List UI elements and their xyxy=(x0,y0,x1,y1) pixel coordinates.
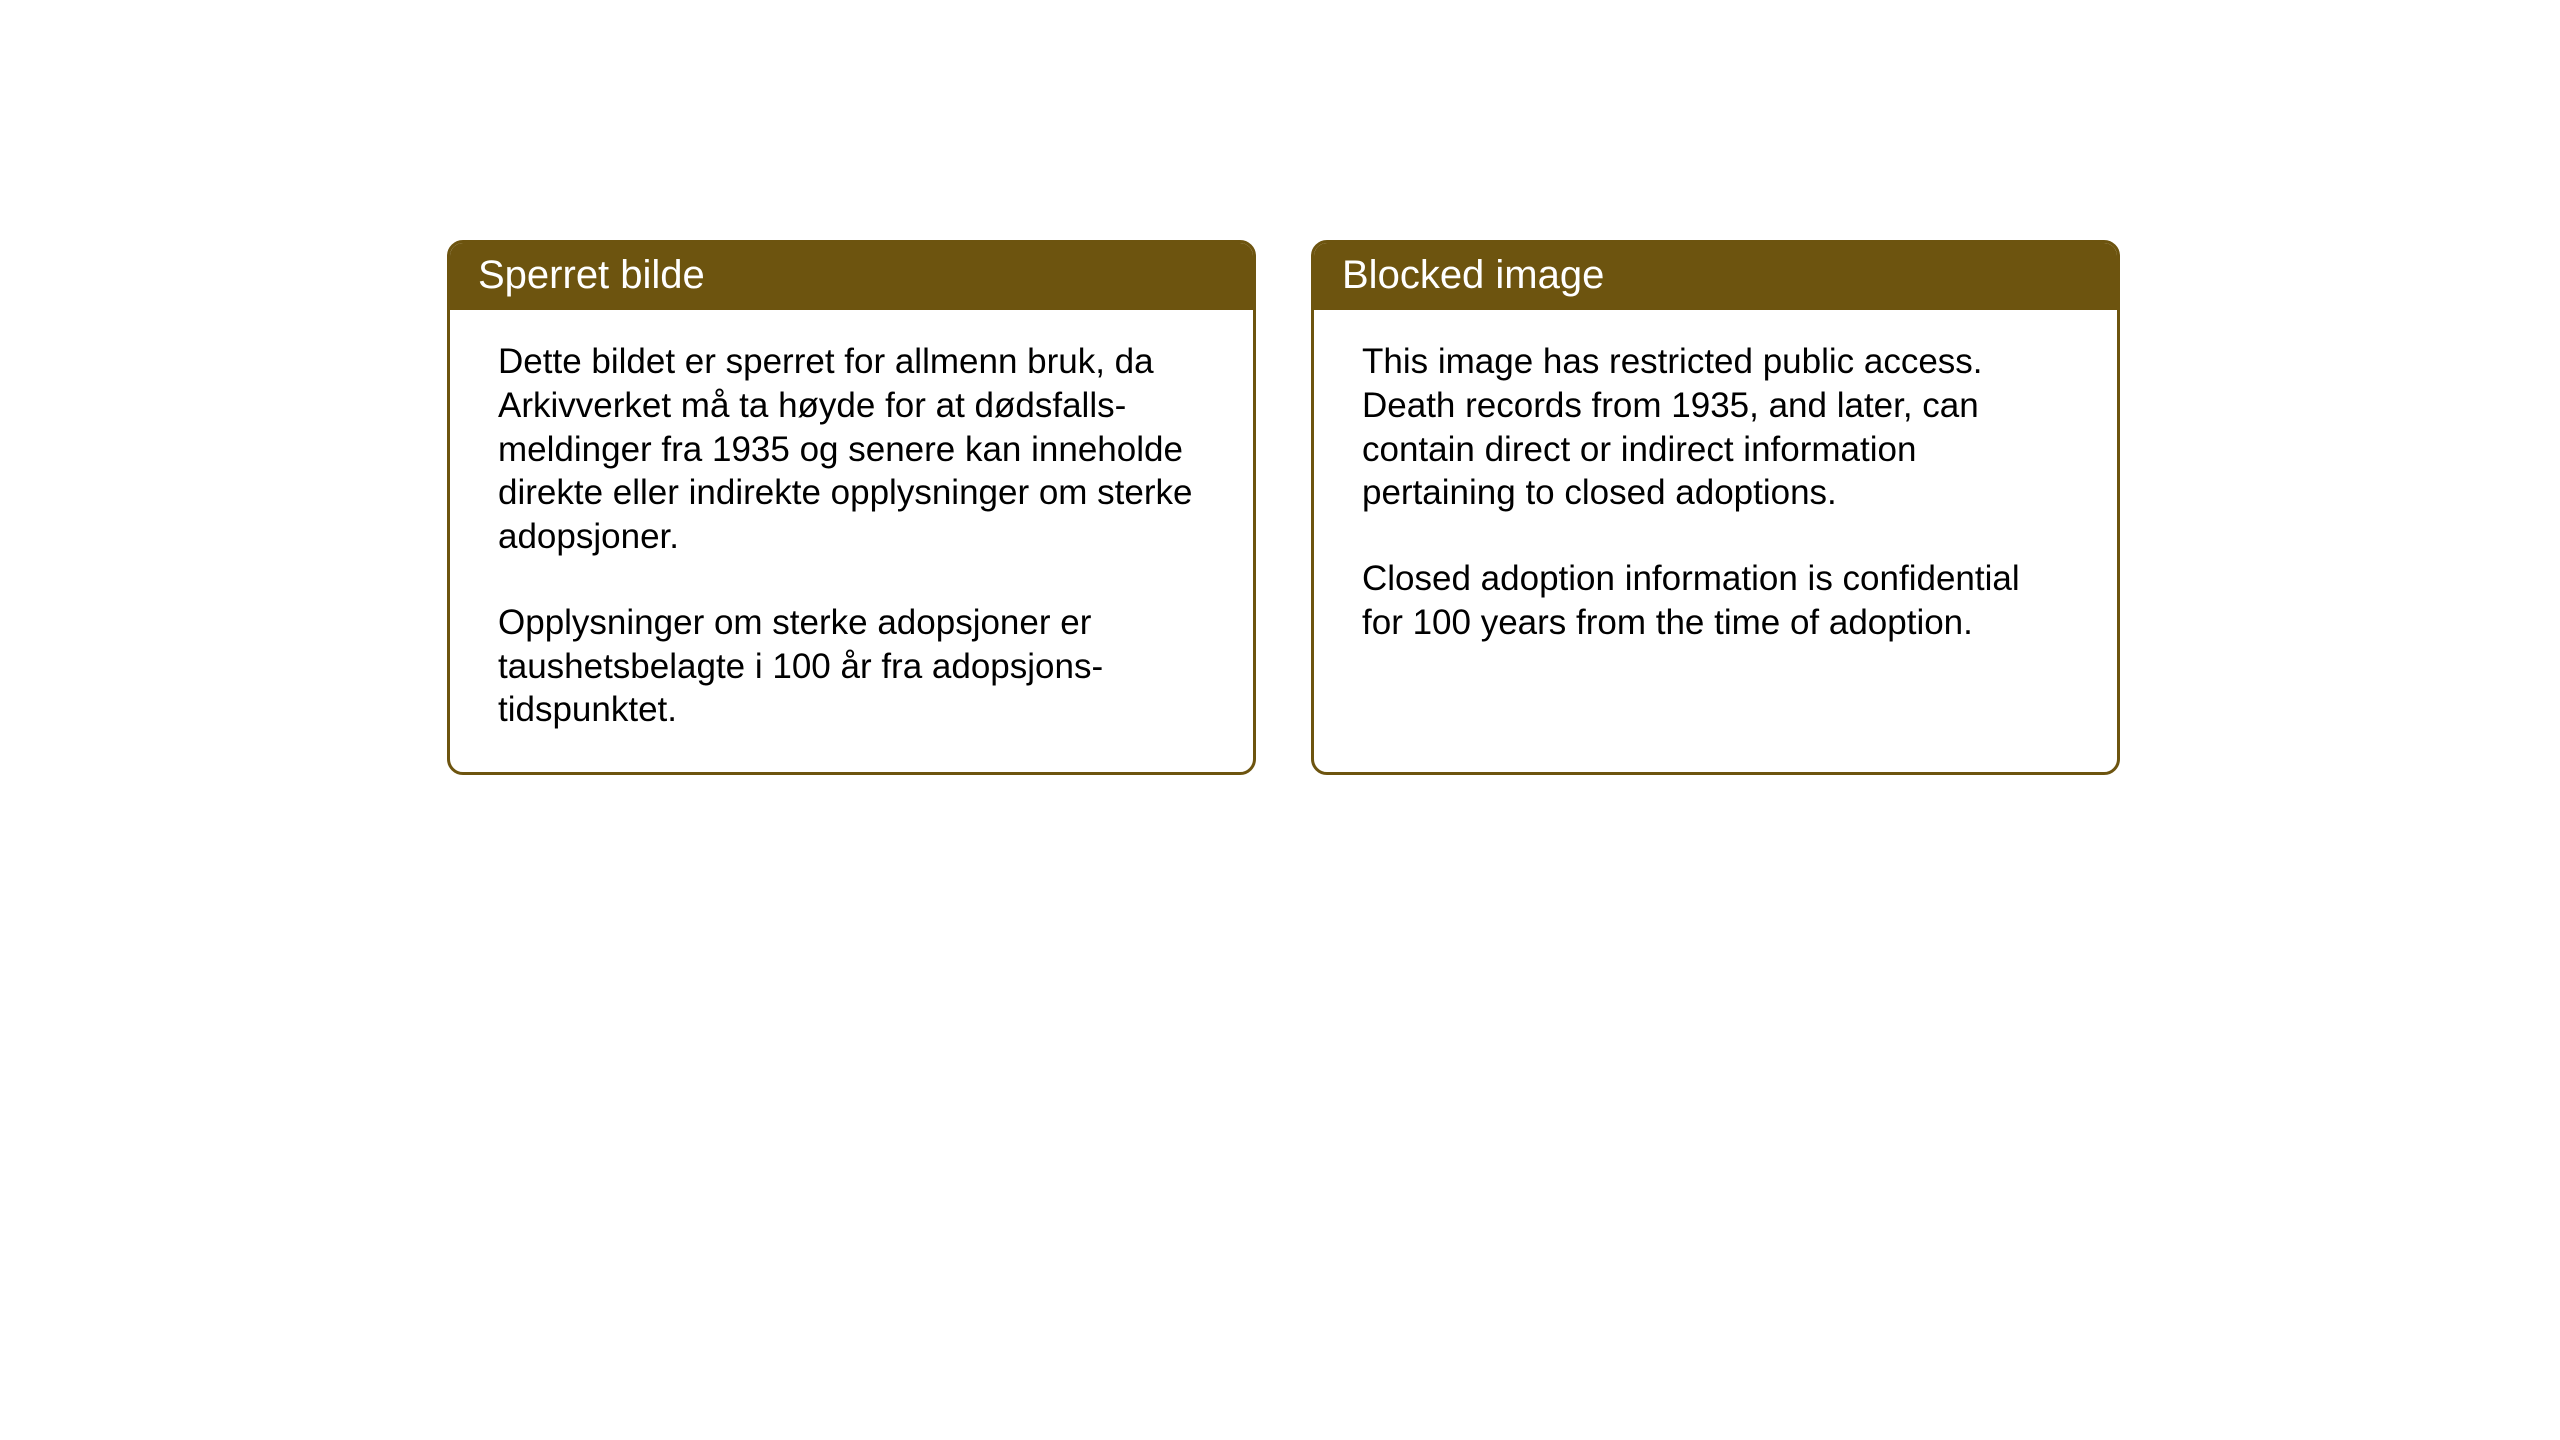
card-paragraph: Dette bildet er sperret for allmenn bruk… xyxy=(498,340,1205,559)
card-body-english: This image has restricted public access.… xyxy=(1314,310,2117,740)
card-paragraph: This image has restricted public access.… xyxy=(1362,340,2069,515)
card-body-norwegian: Dette bildet er sperret for allmenn bruk… xyxy=(450,310,1253,772)
notice-container: Sperret bilde Dette bildet er sperret fo… xyxy=(447,240,2120,775)
card-paragraph: Closed adoption information is confident… xyxy=(1362,557,2069,645)
card-header-english: Blocked image xyxy=(1314,243,2117,310)
notice-card-english: Blocked image This image has restricted … xyxy=(1311,240,2120,775)
card-paragraph: Opplysninger om sterke adopsjoner er tau… xyxy=(498,601,1205,732)
notice-card-norwegian: Sperret bilde Dette bildet er sperret fo… xyxy=(447,240,1256,775)
card-header-norwegian: Sperret bilde xyxy=(450,243,1253,310)
